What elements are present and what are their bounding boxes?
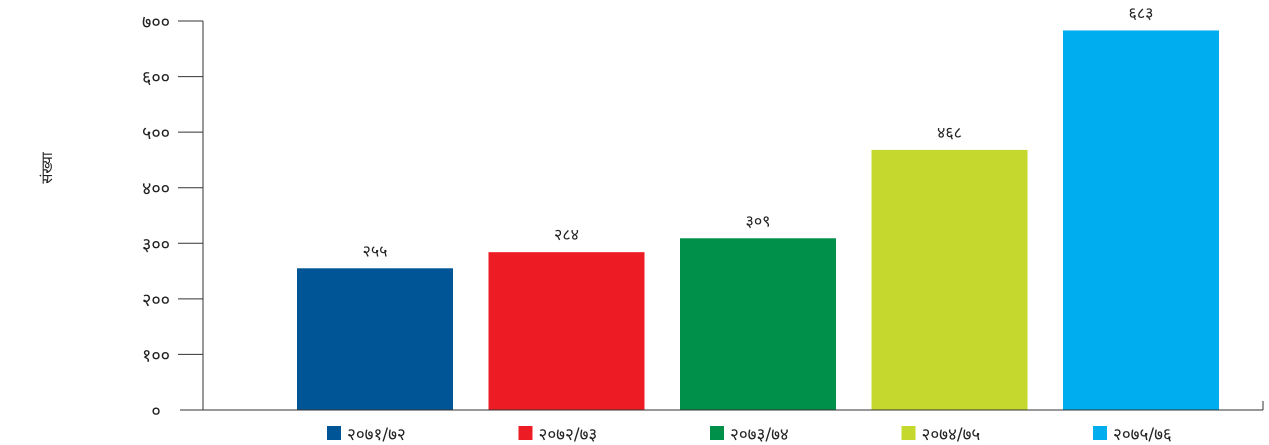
legend-label: २०७४/७५ [922,425,981,445]
legend-label: २०७३/७४ [730,425,789,445]
bar [871,149,1028,410]
y-tick-label: ७०० [142,12,170,33]
legend-swatch [901,426,916,440]
x-axis [180,401,1264,411]
y-tick-label: ६०० [142,68,170,89]
bar-value-label: २८४ [554,225,579,244]
legend-label: २०७१/७२ [347,425,406,445]
bar-value-label: ६८३ [1129,3,1154,22]
y-tick-label: १०० [142,345,170,366]
bar [680,238,836,410]
bar-value-label: २५५ [363,241,388,260]
bar [1063,30,1219,410]
legend-swatch [710,426,724,440]
bar-value-label: ३०९ [746,211,771,230]
legend-swatch [518,426,533,440]
legend-swatch [327,426,341,440]
bar [297,268,453,410]
legend-swatch [1093,426,1107,440]
y-tick-label: ५०० [142,123,170,144]
legend: २०७१/७२ २०७२/७३ २०७३/७४ २०७४/७५ २०७५/७६ [327,425,1172,445]
legend-label: २०७५/७६ [1113,425,1172,445]
y-tick-label: ३०० [142,234,170,255]
y-tick-label: २०० [142,290,170,311]
bars-group: २५५ २८४ ३०९ ४६८ ६८३ [297,3,1219,410]
y-axis-title: संख्या [38,151,56,184]
y-axis: ० १०० २०० ३०० ४०० ५०० ६०० ७०० [142,12,204,422]
legend-label: २०७२/७३ [539,425,598,445]
bar-value-label: ४६८ [937,123,962,142]
bar [488,252,645,410]
y-tick-label: ४०० [142,179,170,200]
y-tick-label: ० [151,401,160,422]
